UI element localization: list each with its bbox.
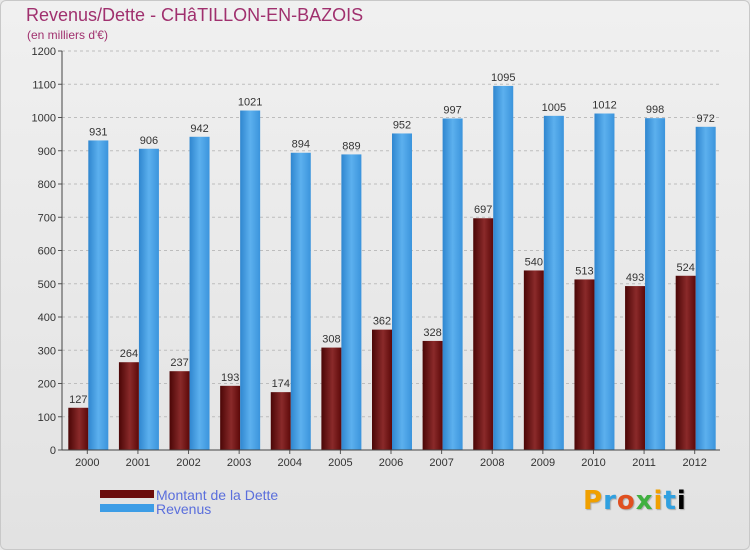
y-axis-ticks: 0 100 200 300 400 500 600 700 800 900 1000 1100 1200: [32, 46, 62, 457]
bar-dette: [625, 286, 646, 450]
data-label-revenus: 998: [646, 104, 664, 116]
data-label-dette: 697: [474, 204, 492, 216]
data-label-dette: 513: [575, 265, 593, 277]
x-tick-label: 2010: [581, 457, 605, 469]
bar-dette: [675, 275, 696, 450]
data-label-revenus: 931: [89, 126, 107, 138]
bar-revenus: [341, 154, 362, 450]
data-label-revenus: 1095: [491, 72, 515, 84]
y-tick-label: 100: [38, 412, 56, 424]
data-label-revenus: 906: [140, 135, 158, 147]
x-tick-label: 2004: [278, 457, 302, 469]
bar-revenus: [594, 113, 615, 450]
data-label-dette: 328: [423, 327, 441, 339]
bar-dette: [422, 340, 443, 450]
bar-revenus: [290, 152, 311, 450]
data-label-dette: 264: [120, 348, 138, 360]
bar-revenus: [645, 118, 666, 450]
x-tick-label: 2003: [227, 457, 251, 469]
y-tick-label: 1200: [32, 46, 56, 58]
x-tick-label: 2008: [480, 457, 504, 469]
y-tick-label: 300: [38, 345, 56, 357]
y-tick-label: 600: [38, 246, 56, 258]
legend-label-revenus: Revenus: [156, 501, 212, 517]
bar-revenus: [138, 148, 159, 450]
bar-dette: [220, 385, 241, 450]
chart-subtitle: (en milliers d'€): [27, 28, 108, 42]
data-label-dette: 540: [525, 256, 543, 268]
x-tick-label: 2005: [328, 457, 352, 469]
data-label-dette: 362: [373, 316, 391, 328]
data-label-dette: 193: [221, 372, 239, 384]
y-tick-label: 500: [38, 279, 56, 291]
y-tick-label: 900: [38, 146, 56, 158]
y-tick-label: 400: [38, 312, 56, 324]
data-label-dette: 493: [626, 272, 644, 284]
bar-revenus: [88, 140, 109, 450]
bar-revenus: [493, 85, 514, 450]
proxiti-logo: Proxiti: [583, 486, 687, 516]
data-label-revenus: 952: [393, 119, 411, 131]
bar-dette: [321, 347, 342, 450]
bar-revenus: [695, 126, 716, 450]
x-tick-label: 2007: [429, 457, 453, 469]
data-label-dette: 237: [170, 357, 188, 369]
data-label-revenus: 972: [697, 113, 715, 125]
y-tick-label: 700: [38, 212, 56, 224]
data-label-revenus: 1012: [592, 100, 616, 112]
bar-dette: [169, 371, 190, 450]
y-tick-label: 0: [50, 445, 56, 457]
data-label-revenus: 997: [443, 104, 461, 116]
y-tick-label: 200: [38, 379, 56, 391]
bar-dette: [270, 392, 291, 450]
data-label-revenus: 1005: [542, 102, 566, 114]
bar-dette: [372, 329, 392, 450]
data-labels: 127 931 264 906 237 942 193 1021 174 894 308 889 362…: [69, 72, 715, 406]
data-label-dette: 308: [322, 334, 340, 346]
data-label-revenus: 1021: [238, 97, 262, 109]
chart-title: Revenus/Dette - CHâTILLON-EN-BAZOIS: [26, 5, 364, 25]
data-label-revenus: 942: [190, 123, 208, 135]
bar-revenus: [543, 115, 564, 451]
x-tick-label: 2006: [379, 457, 403, 469]
bar-revenus: [442, 118, 463, 450]
x-tick-label: 2009: [531, 457, 555, 469]
bar-dette: [574, 279, 595, 450]
x-tick-label: 2001: [126, 457, 150, 469]
bar-revenus: [392, 133, 412, 450]
bar-dette: [68, 407, 89, 450]
legend-label-dette: Montant de la Dette: [156, 487, 279, 503]
bar-dette: [523, 270, 544, 450]
x-tick-label: 2011: [632, 457, 656, 469]
data-label-dette: 174: [272, 378, 290, 390]
x-tick-label: 2000: [75, 457, 99, 469]
data-label-dette: 524: [677, 262, 695, 274]
data-label-dette: 127: [69, 394, 87, 406]
bar-dette: [473, 218, 494, 450]
x-axis-ticks: 2000 2001 2002 2003 2004 2005 2006 2007 2008 2009…: [75, 450, 707, 469]
legend-swatch-dette: [100, 490, 154, 498]
x-tick-label: 2002: [176, 457, 200, 469]
bar-revenus: [240, 110, 261, 450]
y-tick-label: 1000: [32, 113, 56, 125]
bar-dette: [118, 362, 139, 450]
x-tick-label: 2012: [682, 457, 706, 469]
y-tick-label: 1100: [32, 79, 56, 91]
y-tick-label: 800: [38, 179, 56, 191]
bars: [68, 85, 716, 451]
data-label-revenus: 894: [292, 139, 310, 151]
data-label-revenus: 889: [342, 140, 360, 152]
legend-swatch-revenus: [100, 504, 154, 512]
bar-revenus: [189, 136, 210, 450]
